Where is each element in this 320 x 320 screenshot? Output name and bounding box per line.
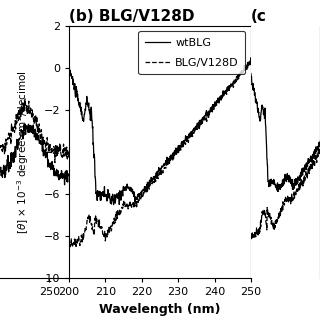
wtBLG [179,146,183,150]
BLG/V128D [68,246,71,250]
Text: (c: (c [251,9,267,24]
BLG/V128D [116,213,120,217]
wtBLG [67,62,71,66]
wtBLG [210,106,214,110]
BLG/V128D [101,233,105,236]
X-axis label: Wavelength (nm): Wavelength (nm) [99,303,221,316]
BLG/V128D [256,49,260,53]
Line: wtBLG: wtBLG [69,50,258,204]
Text: (b) BLG/V128D: (b) BLG/V128D [69,9,195,24]
BLG/V128D [179,148,183,152]
Legend: wtBLG, BLG/V128D: wtBLG, BLG/V128D [138,31,245,75]
wtBLG [256,48,260,52]
BLG/V128D [67,244,71,247]
wtBLG [116,195,120,198]
wtBLG [194,128,197,132]
Y-axis label: $[\theta]$ $\times$ 10$^{-3}$ degree$\cdot$cm$^2$/decimol: $[\theta]$ $\times$ 10$^{-3}$ degree$\cd… [15,70,31,234]
Line: BLG/V128D: BLG/V128D [69,49,258,248]
BLG/V128D [194,128,197,132]
BLG/V128D [153,179,157,183]
wtBLG [100,193,104,197]
wtBLG [112,203,116,206]
BLG/V128D [256,47,260,51]
wtBLG [153,174,157,178]
BLG/V128D [210,105,214,109]
